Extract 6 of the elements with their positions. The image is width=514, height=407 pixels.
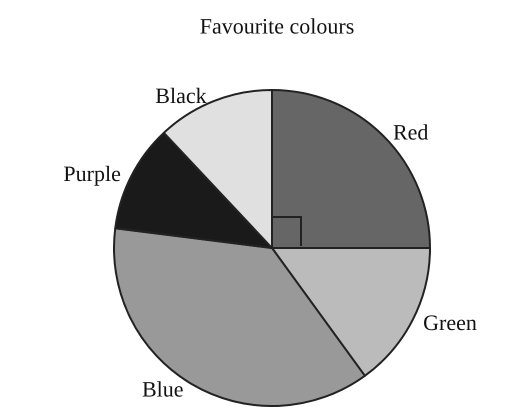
slice-label: Red — [392, 120, 428, 145]
chart-title: Favourite colours — [200, 14, 354, 38]
slice-label: Blue — [142, 376, 184, 402]
slice-label: Green — [423, 310, 477, 335]
slice-label: Purple — [63, 161, 121, 186]
slice-label: Black — [155, 83, 207, 108]
